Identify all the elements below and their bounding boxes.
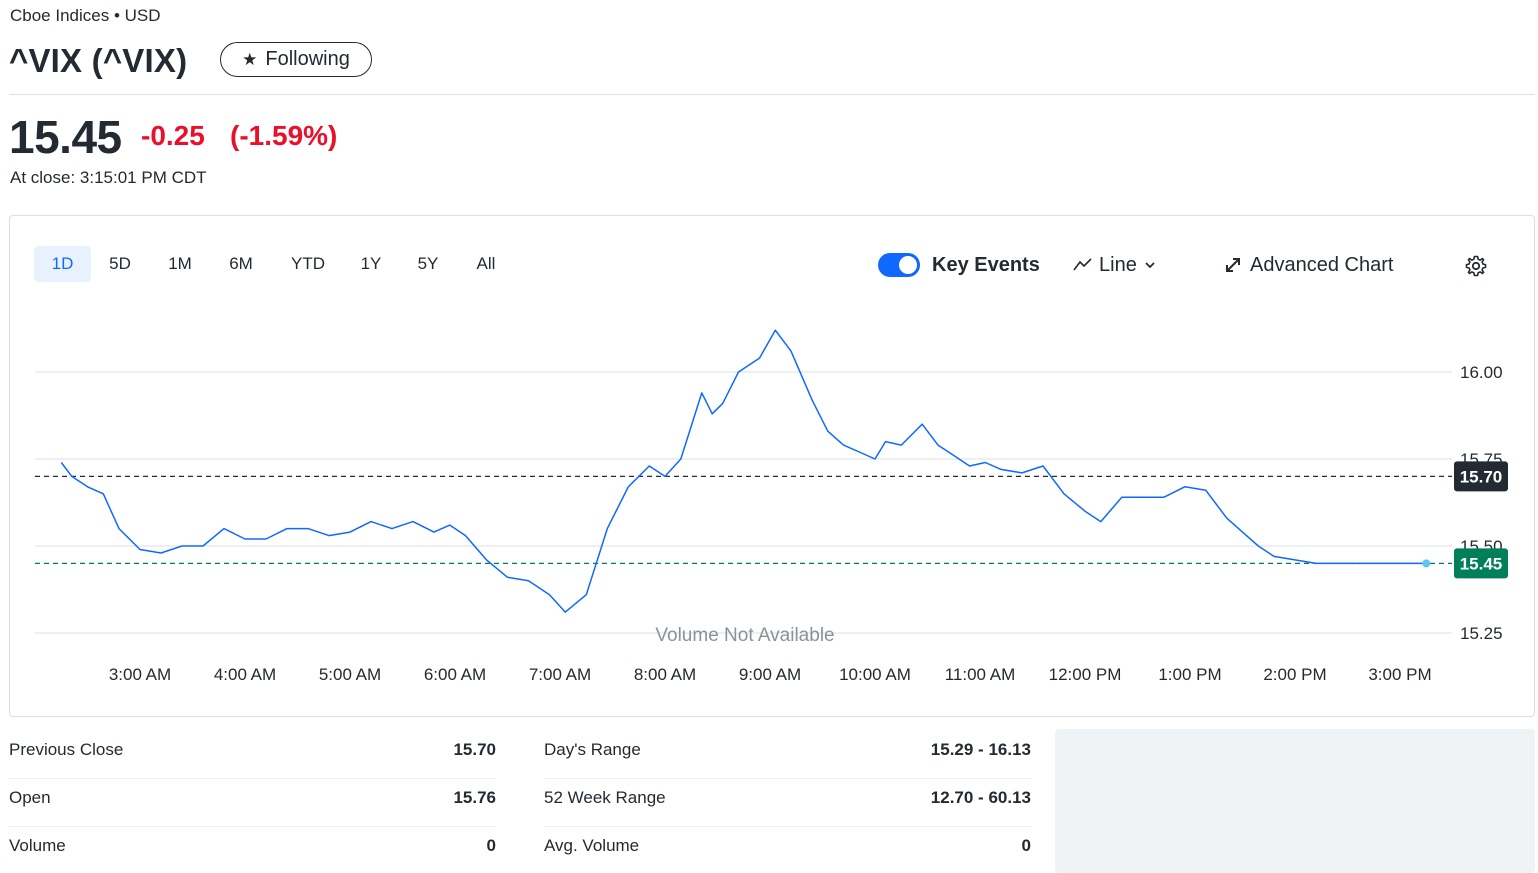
stat-value: 0 — [486, 836, 496, 855]
exchange-label: Cboe Indices • USD — [10, 6, 161, 25]
stat-label: 52 Week Range — [544, 788, 666, 807]
x-tick-label: 3:00 AM — [109, 665, 171, 684]
stat-row: Open 15.76 — [9, 779, 496, 827]
stat-label: Volume — [9, 836, 66, 855]
stat-value: 15.70 — [453, 740, 496, 759]
last-price: 15.45 — [9, 111, 122, 163]
header-divider — [9, 94, 1535, 95]
x-tick-label: 10:00 AM — [839, 665, 911, 684]
x-tick-label: 2:00 PM — [1263, 665, 1326, 684]
volume-not-available-text: Volume Not Available — [655, 625, 834, 646]
x-tick-label: 12:00 PM — [1049, 665, 1122, 684]
stat-row: Day's Range 15.29 - 16.13 — [544, 731, 1031, 779]
stat-label: Day's Range — [544, 740, 641, 759]
line-chart-icon — [1073, 258, 1092, 271]
x-tick-label: 9:00 AM — [739, 665, 801, 684]
range-tab-5d[interactable]: 5D — [109, 254, 131, 273]
at-close-time: At close: 3:15:01 PM CDT — [10, 168, 207, 187]
price-badge-label: 15.45 — [1460, 554, 1503, 573]
stat-value: 15.76 — [453, 788, 496, 807]
y-tick-label: 16.00 — [1460, 363, 1503, 382]
range-tab-5y[interactable]: 5Y — [417, 254, 439, 273]
x-tick-label: 3:00 PM — [1368, 665, 1431, 684]
y-tick-label: 15.25 — [1460, 624, 1503, 643]
chevron-down-icon — [1145, 262, 1155, 269]
key-events-toggle[interactable] — [878, 253, 920, 277]
stat-value: 0 — [1021, 836, 1031, 855]
chart-type-dropdown[interactable]: Line — [1073, 252, 1157, 278]
advanced-chart-label: Advanced Chart — [1250, 253, 1394, 276]
stat-row: Avg. Volume 0 — [544, 827, 1031, 873]
stat-value: 12.70 - 60.13 — [930, 788, 1031, 807]
range-tab-1y[interactable]: 1Y — [360, 254, 382, 273]
advanced-chart-button[interactable]: Advanced Chart — [1224, 252, 1393, 278]
x-tick-label: 8:00 AM — [634, 665, 696, 684]
range-tab-6m[interactable]: 6M — [229, 254, 253, 273]
stats-right: Day's Range 15.29 - 16.13 52 Week Range 12… — [544, 731, 1031, 873]
following-label: Following — [265, 48, 350, 70]
x-tick-label: 11:00 AM — [945, 665, 1016, 684]
x-tick-label: 4:00 AM — [214, 665, 276, 684]
stat-row: Volume 0 — [9, 827, 496, 873]
stat-label: Open — [9, 788, 51, 807]
x-tick-label: 6:00 AM — [424, 665, 486, 684]
range-tab-ytd[interactable]: YTD — [291, 254, 325, 273]
price-change-percent: (-1.59%) — [230, 120, 338, 151]
price-badge-label: 15.70 — [1460, 467, 1503, 486]
range-tab-all[interactable]: All — [476, 254, 496, 273]
range-tab-1m[interactable]: 1M — [168, 254, 192, 273]
stat-row: 52 Week Range 12.70 - 60.13 — [544, 779, 1031, 827]
page-title: ^VIX (^VIX) — [9, 42, 188, 79]
price-badge — [1454, 461, 1508, 492]
stat-row: Previous Close 15.70 — [9, 731, 496, 779]
x-tick-label: 7:00 AM — [529, 665, 591, 684]
stat-value: 15.29 - 16.13 — [930, 740, 1031, 759]
stat-label: Avg. Volume — [544, 836, 640, 855]
chart-type-label: Line — [1099, 253, 1137, 276]
x-tick-label: 5:00 AM — [319, 665, 381, 684]
key-events-label: Key Events — [932, 254, 1040, 276]
following-button[interactable]: ★ Following — [220, 42, 372, 77]
gear-icon[interactable] — [1464, 254, 1488, 278]
toggle-knob — [899, 256, 917, 274]
price-change: -0.25 — [141, 120, 205, 151]
x-tick-label: 1:00 PM — [1158, 665, 1221, 684]
expand-icon — [1226, 258, 1240, 272]
price-line — [60, 329, 1427, 613]
star-icon: ★ — [242, 49, 258, 69]
price-badge — [1454, 548, 1508, 579]
chart-card — [9, 215, 1535, 717]
range-tab-1d[interactable]: 1D — [34, 246, 91, 282]
ad-placeholder — [1055, 729, 1535, 873]
stat-label: Previous Close — [9, 740, 124, 759]
stats-left: Previous Close 15.70 Open 15.76 Volume 0 — [9, 731, 496, 873]
last-point-marker — [1422, 559, 1431, 568]
